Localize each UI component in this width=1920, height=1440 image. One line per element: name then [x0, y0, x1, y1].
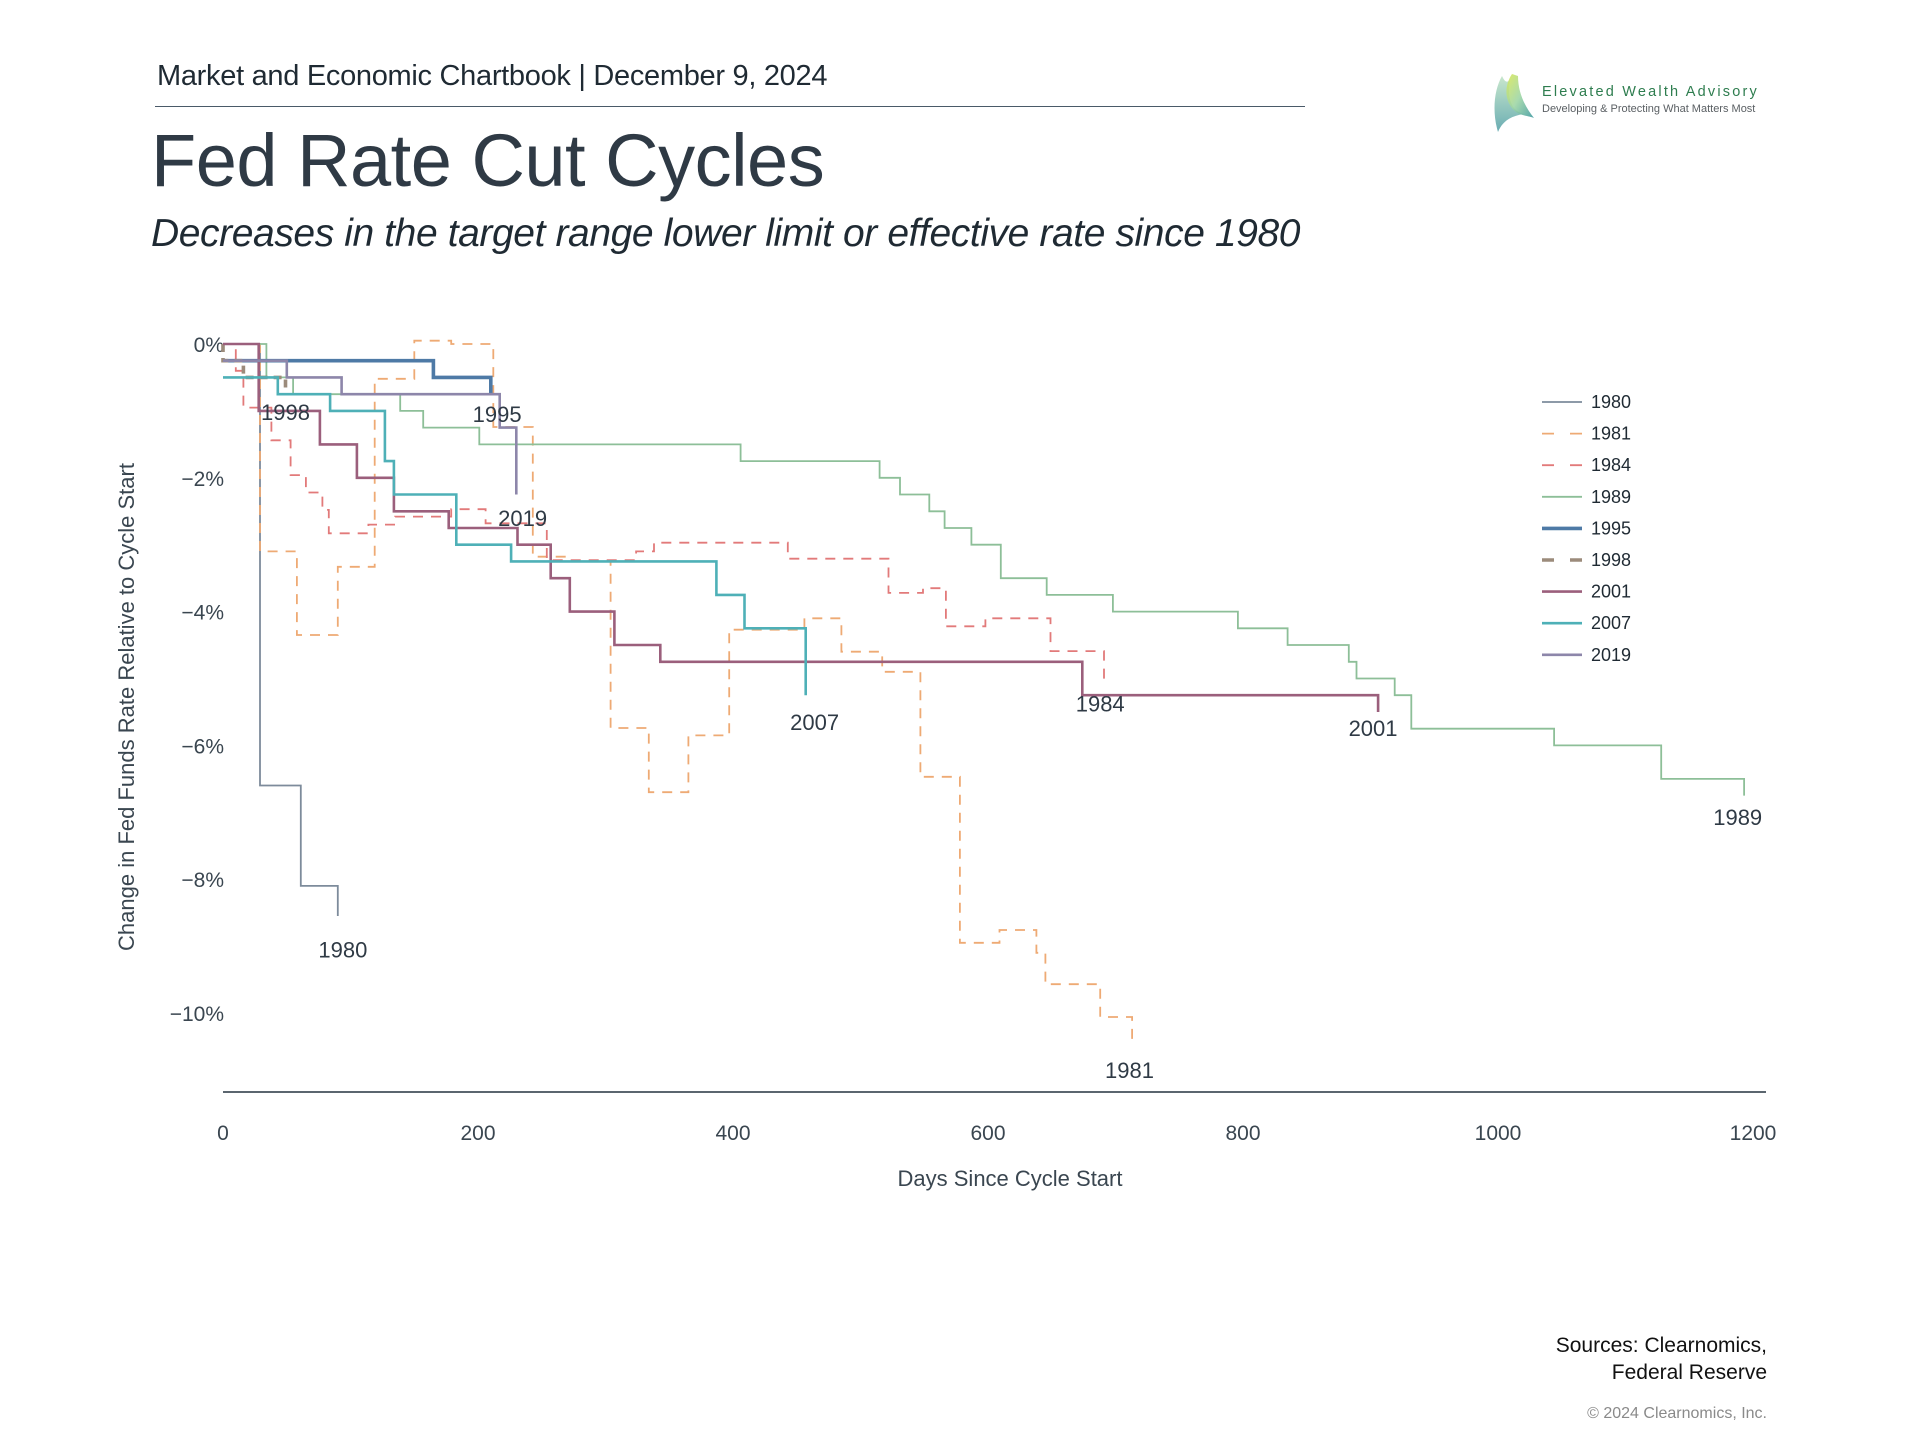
legend: 1980 1981 1984 1989 1995 1998 2001 2007 2019 [1542, 392, 1631, 665]
legend-label: 1980 [1591, 392, 1631, 412]
y-tick-label: −2% [181, 468, 224, 491]
page-subtitle: Decreases in the target range lower limi… [151, 212, 1301, 255]
header-divider [155, 106, 1305, 107]
series-label-1989: 1989 [1713, 805, 1762, 830]
series-line-1998 [221, 344, 288, 395]
legend-label: 1995 [1591, 518, 1631, 538]
y-axis-title: Change in Fed Funds Rate Relative to Cyc… [114, 463, 139, 951]
series-labels: 1980 1981 1984 1989 1995 1998 2001 2007 2019 [261, 400, 1762, 1083]
series-label-1981: 1981 [1105, 1058, 1154, 1083]
brand-name: Elevated Wealth Advisory [1542, 84, 1759, 100]
x-tick-label: 1200 [1730, 1122, 1777, 1145]
sources-line-2: Federal Reserve [1611, 1361, 1767, 1384]
series-label-1998: 1998 [261, 400, 310, 425]
legend-item-1981: 1981 [1542, 424, 1631, 444]
copyright: © 2024 Clearnomics, Inc. [1587, 1405, 1767, 1422]
series-line-1984 [223, 343, 1105, 686]
legend-label: 2019 [1591, 645, 1631, 665]
legend-label: 2007 [1591, 613, 1631, 633]
x-tick-label: 0 [217, 1122, 229, 1145]
series-label-1984: 1984 [1076, 691, 1125, 716]
brand-tagline: Developing & Protecting What Matters Mos… [1542, 103, 1756, 115]
brand-logo: Elevated Wealth Advisory Developing & Pr… [1488, 72, 1788, 136]
page-title: Fed Rate Cut Cycles [151, 119, 825, 202]
legend-label: 1998 [1591, 550, 1631, 570]
series-label-2001: 2001 [1349, 716, 1398, 741]
legend-label: 1989 [1591, 487, 1631, 507]
y-tick-label: −8% [181, 869, 224, 892]
y-tick-label: 0% [194, 334, 224, 357]
x-tick-label: 200 [460, 1122, 495, 1145]
sources: Sources: Clearnomics, Federal Reserve [1556, 1332, 1767, 1386]
legend-label: 2001 [1591, 582, 1631, 602]
series-label-2007: 2007 [790, 710, 839, 735]
series-layer [221, 339, 1745, 1040]
sources-line-1: Sources: Clearnomics, [1555, 1334, 1767, 1357]
legend-item-1998: 1998 [1542, 550, 1631, 570]
series-label-1995: 1995 [473, 402, 522, 427]
y-tick-label: −4% [181, 602, 224, 625]
legend-item-1980: 1980 [1542, 392, 1631, 412]
x-tick-label: 800 [1225, 1122, 1260, 1145]
chartbook-header: Market and Economic Chartbook | December… [157, 60, 828, 92]
x-tick-label: 1000 [1475, 1122, 1522, 1145]
legend-item-1989: 1989 [1542, 487, 1631, 507]
x-tick-label: 600 [970, 1122, 1005, 1145]
series-line-2007 [223, 376, 807, 696]
axes: 0 200 400 600 800 1000 1200 0% −2% −4% −6% −8% −10% D… [114, 334, 1776, 1191]
legend-label: 1981 [1591, 424, 1631, 444]
y-tick-label: −6% [181, 735, 224, 758]
series-line-2019 [223, 359, 518, 495]
x-axis-title: Days Since Cycle Start [898, 1166, 1123, 1191]
series-line-1989 [223, 343, 1745, 796]
series-label-2019: 2019 [498, 506, 547, 531]
legend-item-2019: 2019 [1542, 645, 1631, 665]
series-label-1980: 1980 [318, 937, 367, 962]
legend-item-1984: 1984 [1542, 455, 1631, 475]
legend-item-2001: 2001 [1542, 582, 1631, 602]
y-tick-label: −10% [170, 1003, 224, 1026]
legend-item-1995: 1995 [1542, 518, 1631, 538]
legend-label: 1984 [1591, 455, 1631, 475]
leaf-sail-logo-icon [1494, 74, 1534, 132]
series-line-1995 [223, 358, 493, 395]
series-line-1981 [223, 339, 1133, 1040]
x-tick-label: 400 [715, 1122, 750, 1145]
legend-item-2007: 2007 [1542, 613, 1631, 633]
series-line-2001 [223, 342, 1380, 712]
